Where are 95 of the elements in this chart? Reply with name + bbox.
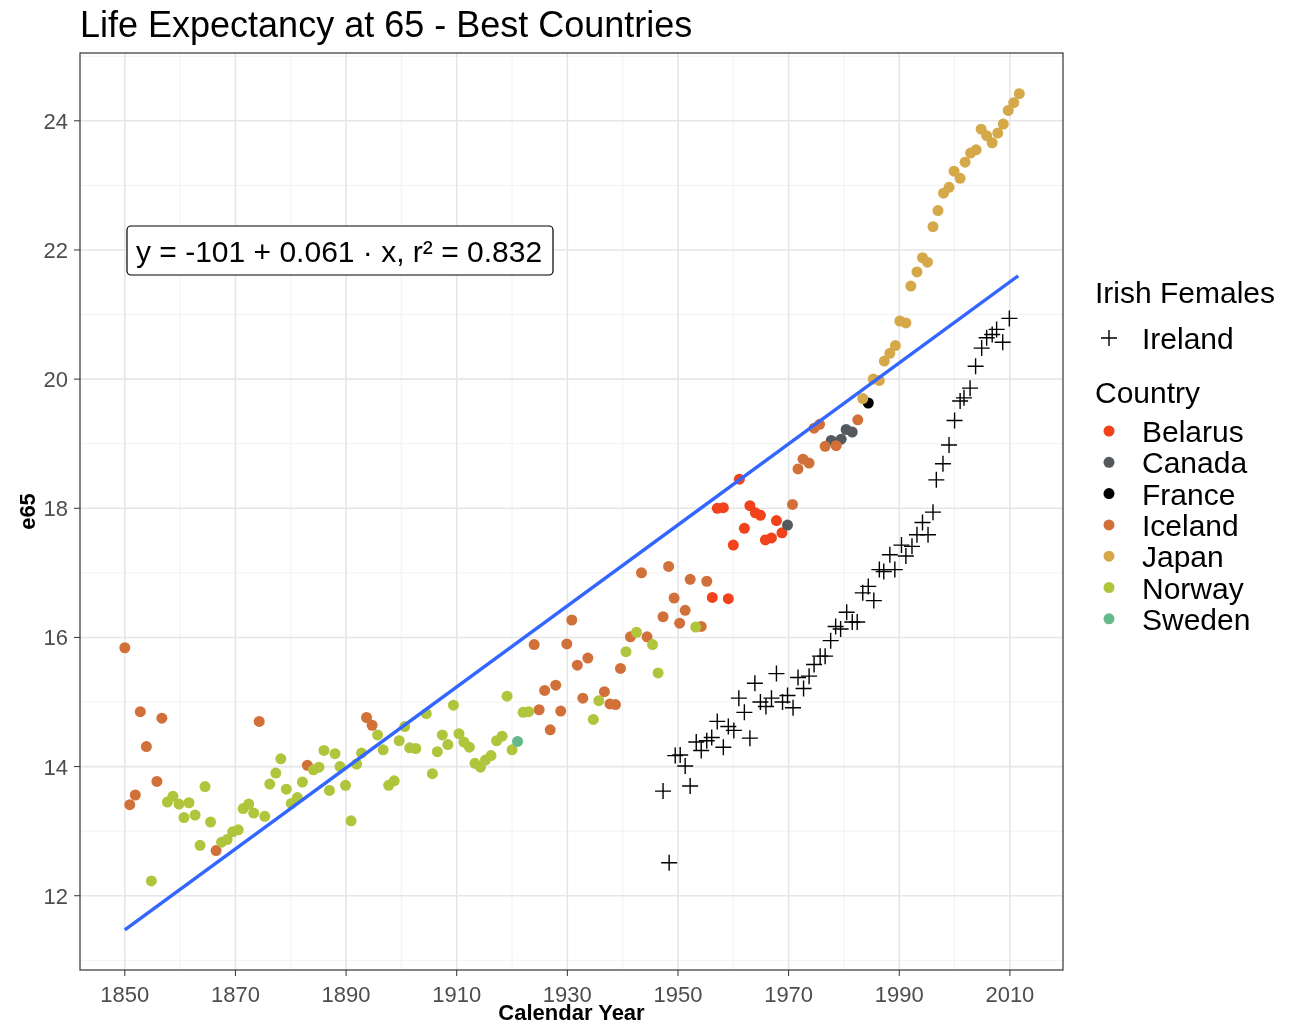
point xyxy=(533,704,545,716)
point xyxy=(577,692,589,704)
point xyxy=(1013,88,1025,100)
point xyxy=(1002,104,1014,116)
point xyxy=(846,426,858,438)
point xyxy=(776,527,788,539)
point xyxy=(156,712,168,724)
x-tick-label: 1910 xyxy=(432,982,482,1007)
legend-title: Country xyxy=(1095,376,1201,409)
x-tick-label: 1870 xyxy=(210,982,260,1007)
y-tick-label: 22 xyxy=(43,237,68,263)
y-tick-label: 12 xyxy=(43,883,68,909)
x-tick-label: 1990 xyxy=(874,982,924,1007)
point xyxy=(905,280,917,292)
point xyxy=(674,617,686,629)
point xyxy=(561,638,573,650)
x-tick-label: 1950 xyxy=(653,982,703,1007)
point xyxy=(124,799,136,811)
point xyxy=(550,679,562,691)
point xyxy=(830,440,842,452)
point xyxy=(986,137,998,149)
point xyxy=(803,457,815,469)
point xyxy=(889,340,901,352)
legend-label: Iceland xyxy=(1142,508,1239,542)
point xyxy=(900,317,912,329)
point xyxy=(140,741,152,753)
point xyxy=(878,355,890,367)
point xyxy=(668,592,680,604)
point xyxy=(210,845,222,857)
point xyxy=(911,266,923,278)
point xyxy=(528,639,540,651)
point xyxy=(366,719,378,731)
annotation: y = -101 + 0.061 · x, r² = 0.832 xyxy=(136,235,543,268)
point xyxy=(544,724,556,736)
text: Irish Females xyxy=(1095,276,1276,309)
point xyxy=(512,735,524,747)
point xyxy=(566,614,578,626)
legend-label: Belarus xyxy=(1142,415,1244,448)
point xyxy=(571,659,583,671)
point xyxy=(754,509,766,521)
point xyxy=(684,573,696,585)
point xyxy=(722,593,734,605)
point xyxy=(635,567,647,579)
point xyxy=(361,712,373,723)
point xyxy=(706,591,718,603)
point xyxy=(679,604,691,616)
legend-label: Japan xyxy=(1142,540,1224,574)
point xyxy=(738,522,750,534)
point xyxy=(992,127,1004,139)
point xyxy=(927,221,939,233)
point xyxy=(959,156,971,168)
point xyxy=(970,144,982,156)
point xyxy=(921,256,933,268)
point xyxy=(792,463,804,475)
legend-label: Ireland xyxy=(1142,322,1234,355)
point xyxy=(555,705,567,717)
legend-label: Canada xyxy=(1142,446,1248,480)
point xyxy=(582,652,594,664)
point xyxy=(997,118,1009,130)
point xyxy=(787,498,798,510)
point xyxy=(727,539,739,551)
y-tick-label: 24 xyxy=(43,108,68,134)
point xyxy=(852,414,864,426)
chart-title: Life Expectancy at 65 - Best Countries xyxy=(80,4,693,45)
point xyxy=(943,181,955,193)
point xyxy=(119,642,131,654)
point xyxy=(663,560,675,572)
y-tick-label: 16 xyxy=(43,625,68,651)
point xyxy=(884,347,896,359)
y-tick-label: 18 xyxy=(43,496,68,522)
point xyxy=(614,662,626,674)
point xyxy=(539,684,551,696)
point xyxy=(770,515,782,527)
y-tick-label: 20 xyxy=(43,367,68,393)
point xyxy=(857,392,869,404)
point xyxy=(253,715,265,727)
point xyxy=(1008,97,1020,109)
point xyxy=(782,519,794,531)
y-tick-label: 14 xyxy=(43,754,68,780)
x-tick-label: 2010 xyxy=(985,982,1035,1007)
point xyxy=(981,130,993,142)
point xyxy=(129,789,141,801)
x-tick-label: 1850 xyxy=(100,982,150,1007)
point xyxy=(598,686,610,698)
point xyxy=(134,706,146,718)
point xyxy=(701,575,713,587)
y-axis-title: e65 xyxy=(15,493,40,530)
point xyxy=(151,775,163,787)
x-tick-label: 1970 xyxy=(764,982,814,1007)
point xyxy=(954,172,966,184)
x-tick-label: 1890 xyxy=(321,982,371,1007)
point xyxy=(819,440,831,452)
point xyxy=(932,205,944,217)
legend-label: France xyxy=(1142,477,1236,511)
point xyxy=(657,611,669,623)
